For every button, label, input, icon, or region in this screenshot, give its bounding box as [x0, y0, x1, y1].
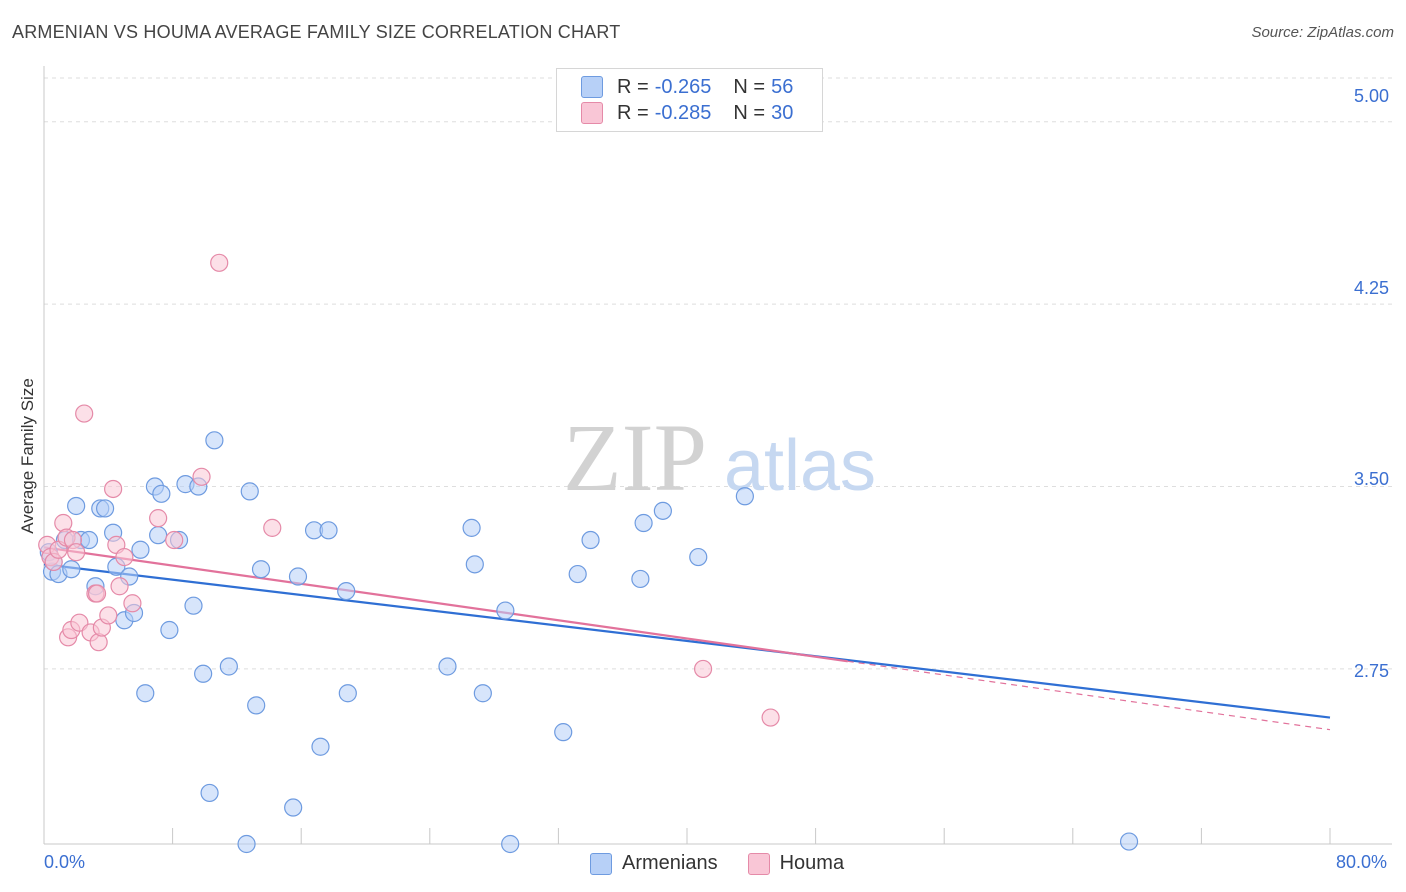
point-houma: [210, 253, 229, 272]
point-armenians: [438, 657, 457, 676]
point-armenians: [152, 484, 171, 503]
point-houma: [67, 543, 86, 562]
point-armenians: [653, 501, 672, 520]
watermark-zip: ZIP: [563, 404, 707, 511]
grid-lines: [44, 77, 1392, 670]
x-tick-label-max: 80.0%: [1336, 852, 1388, 872]
point-armenians: [237, 834, 256, 854]
r-value: -0.285: [654, 101, 712, 124]
axes: [43, 66, 1392, 845]
point-armenians: [62, 560, 81, 579]
point-houma: [99, 606, 118, 625]
point-armenians: [184, 596, 203, 615]
y-tick-label-3.50: 3.50: [1354, 469, 1390, 489]
n-label: N =: [733, 101, 766, 124]
trend-line-armenians: [43, 563, 1331, 719]
point-armenians: [337, 581, 356, 601]
point-armenians: [131, 540, 150, 559]
legend-item-armenians[interactable]: Armenians: [590, 852, 718, 875]
point-armenians: [735, 487, 754, 506]
point-armenians: [319, 521, 338, 540]
point-armenians: [247, 696, 266, 715]
point-armenians: [194, 664, 213, 683]
source-note: Source: ZipAtlas.com: [1251, 24, 1394, 41]
trend-line-houma: [43, 546, 848, 663]
point-armenians: [160, 620, 179, 640]
houma-swatch: [581, 102, 603, 124]
r-value: -0.265: [654, 75, 712, 98]
trend-lines: [43, 546, 1331, 731]
point-houma: [165, 530, 184, 550]
legend-label-armenians: Armenians: [622, 852, 718, 874]
watermark: ZIP atlas: [563, 404, 876, 511]
point-armenians: [219, 657, 238, 676]
point-armenians: [284, 798, 303, 817]
y-tick-label-5.00: 5.00: [1354, 86, 1390, 106]
point-houma: [693, 659, 713, 679]
y-axis-label: Average Family Size: [18, 378, 37, 534]
point-armenians: [311, 737, 330, 756]
trend-line-houma-extrapolated: [847, 660, 1331, 731]
x-tick-label-min: 0.0%: [44, 852, 86, 872]
point-houma: [115, 547, 134, 567]
point-houma: [87, 584, 107, 603]
y-tick-label-2.75: 2.75: [1354, 661, 1390, 681]
point-armenians: [462, 518, 481, 537]
point-armenians: [200, 783, 219, 803]
point-armenians: [67, 496, 86, 516]
point-houma: [761, 708, 780, 727]
n-value: 30: [771, 101, 794, 124]
point-armenians: [1119, 832, 1139, 851]
n-value: 56: [771, 75, 794, 98]
point-houma: [104, 479, 123, 499]
point-armenians: [631, 569, 650, 589]
point-armenians: [149, 526, 168, 545]
point-houma: [149, 509, 168, 528]
r-label: R =: [617, 101, 649, 124]
point-armenians: [496, 601, 515, 620]
data-points: [38, 253, 1139, 854]
point-houma: [110, 577, 129, 596]
stats-row-houma: R = -0.285 N = 30: [581, 100, 793, 126]
point-armenians: [338, 684, 357, 703]
legend-label-houma: Houma: [779, 852, 845, 874]
n-label: N =: [733, 75, 766, 98]
point-armenians: [554, 723, 573, 742]
armenians-swatch: [581, 76, 603, 98]
houma-legend-swatch: [747, 852, 770, 875]
point-armenians: [240, 482, 259, 501]
point-armenians: [95, 499, 115, 518]
point-armenians: [205, 431, 224, 450]
point-armenians: [79, 530, 99, 550]
stats-row-armenians: R = -0.265 N = 56: [581, 74, 793, 100]
point-houma: [192, 467, 211, 486]
stats-legend: R = -0.265 N = 56 R = -0.285 N = 30: [556, 68, 823, 132]
point-armenians: [251, 560, 271, 579]
chart-title: ARMENIAN VS HOUMA AVERAGE FAMILY SIZE CO…: [12, 22, 621, 42]
legend-item-houma[interactable]: Houma: [747, 852, 845, 875]
point-houma: [123, 594, 142, 613]
point-armenians: [501, 834, 520, 854]
point-armenians: [568, 564, 587, 584]
r-label: R =: [617, 75, 649, 98]
y-tick-label-4.25: 4.25: [1354, 278, 1390, 298]
armenians-legend-swatch: [590, 852, 612, 875]
point-houma: [75, 404, 94, 423]
point-armenians: [581, 530, 600, 550]
point-armenians: [288, 567, 308, 586]
series-legend: Armenians Houma: [590, 852, 874, 875]
point-armenians: [634, 513, 653, 533]
point-armenians: [689, 547, 708, 567]
point-armenians: [136, 684, 155, 703]
point-armenians: [465, 555, 484, 574]
point-armenians: [473, 684, 492, 703]
point-houma: [263, 518, 282, 537]
